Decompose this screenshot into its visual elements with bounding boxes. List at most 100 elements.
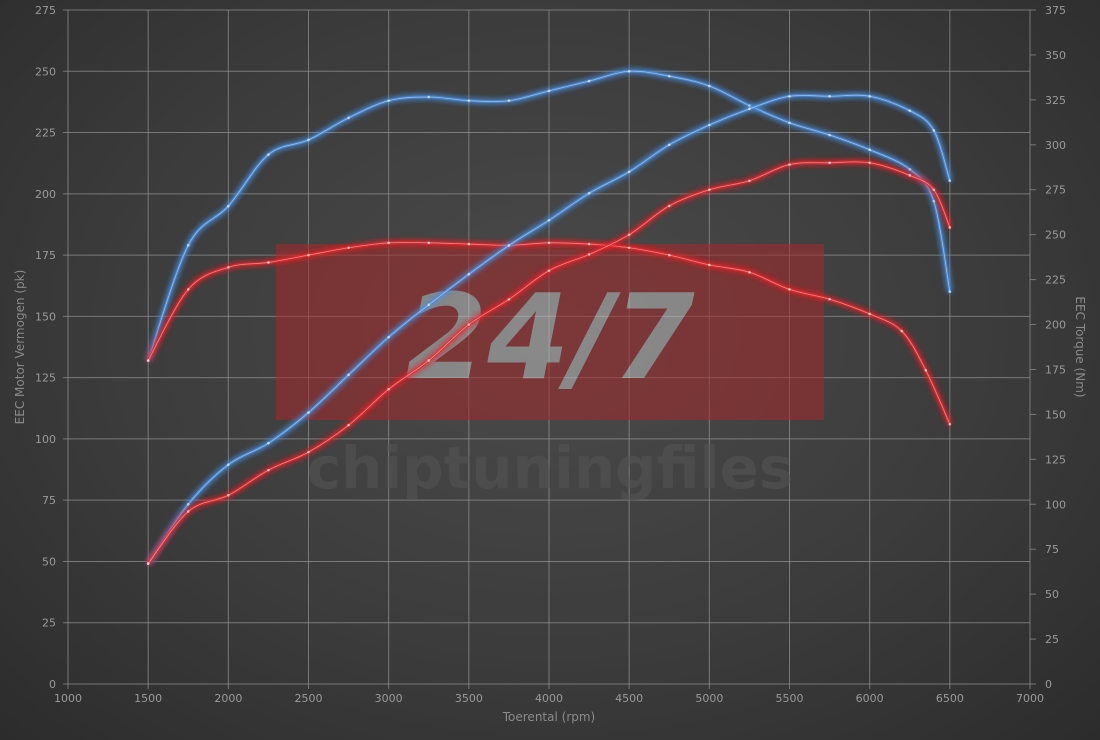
y-right-tick-label: 75	[1045, 543, 1059, 556]
data-point	[227, 266, 230, 269]
y-left-tick-label: 125	[35, 372, 56, 385]
y-right-tick-label: 150	[1045, 408, 1066, 421]
data-point	[828, 161, 831, 165]
y-left-tick-label: 150	[35, 310, 56, 323]
axis-ticks: 1000 1500 2000 2500 3000 3500 4000 4500 5000 5500…	[35, 4, 1066, 705]
y-right-tick-label: 350	[1045, 49, 1066, 62]
data-point	[186, 502, 190, 506]
data-point	[467, 272, 471, 276]
data-point	[748, 107, 751, 111]
data-point	[347, 116, 350, 120]
data-point	[587, 79, 591, 83]
y-right-tick-label: 50	[1045, 588, 1059, 601]
stock-torque-line-highlight	[147, 161, 951, 564]
y-left-tick-label: 75	[42, 494, 56, 507]
y-left-tick-label: 100	[35, 433, 56, 446]
y-right-axis-label: EEC Torque (Nm)	[1073, 296, 1087, 397]
x-tick-label: 6000	[856, 692, 884, 705]
watermark-logo-sub: chiptuningfiles	[307, 434, 794, 502]
data-point	[467, 99, 471, 102]
data-point	[667, 253, 671, 257]
data-point	[427, 359, 431, 362]
x-tick-label: 6500	[936, 692, 964, 705]
y-right-tick-label: 200	[1045, 319, 1066, 332]
data-point	[587, 192, 591, 195]
data-point	[788, 94, 791, 98]
y-left-tick-label: 225	[35, 127, 56, 140]
data-point	[387, 241, 390, 245]
x-tick-label: 4500	[615, 692, 643, 705]
stock-power-line-highlight	[147, 242, 951, 425]
data-point	[708, 123, 711, 127]
data-point	[146, 359, 150, 362]
data-point	[868, 161, 871, 165]
data-point	[507, 298, 511, 301]
data-point	[948, 422, 952, 426]
data-point	[587, 242, 591, 246]
data-point	[948, 179, 952, 183]
x-tick-label: 5000	[695, 692, 723, 705]
x-tick-label: 3000	[375, 692, 403, 705]
grid	[63, 9, 1036, 689]
data-point	[948, 290, 952, 294]
y-right-tick-label: 225	[1045, 274, 1066, 287]
data-point	[932, 199, 936, 203]
y-left-tick-label: 50	[42, 555, 56, 568]
data-point	[748, 270, 751, 274]
watermark-box	[276, 244, 824, 420]
data-point	[547, 241, 551, 245]
data-point	[708, 84, 711, 88]
data-point	[267, 261, 270, 264]
y-right-tick-label: 250	[1045, 229, 1066, 242]
y-left-tick-label: 250	[35, 65, 56, 78]
data-point	[347, 373, 350, 377]
data-point	[186, 288, 190, 291]
data-point	[924, 368, 928, 372]
data-point	[427, 303, 431, 307]
y-left-tick-label: 275	[35, 4, 56, 17]
data-point	[627, 170, 631, 174]
data-point	[227, 493, 230, 497]
y-right-tick-label: 0	[1045, 678, 1052, 691]
data-point	[467, 242, 471, 246]
data-point	[627, 246, 631, 250]
x-tick-label: 3500	[455, 692, 483, 705]
y-right-tick-label: 25	[1045, 633, 1059, 646]
data-point	[267, 441, 270, 445]
data-point	[507, 244, 511, 247]
data-point	[868, 312, 871, 316]
data-point	[347, 246, 350, 250]
y-right-tick-label: 375	[1045, 4, 1066, 17]
x-tick-label: 1000	[54, 692, 82, 705]
x-tick-label: 5500	[776, 692, 804, 705]
data-point	[708, 263, 711, 267]
data-point	[748, 179, 751, 183]
watermark: 24/7 chiptuningfiles	[276, 244, 824, 502]
data-point	[667, 74, 671, 78]
y-left-axis-label: EEC Motor Vermogen (pk)	[13, 270, 27, 425]
data-point	[427, 241, 431, 245]
data-point	[547, 218, 551, 222]
data-point	[908, 109, 912, 112]
data-point	[307, 253, 310, 257]
y-right-tick-label: 275	[1045, 184, 1066, 197]
x-tick-label: 2500	[295, 692, 323, 705]
data-point	[788, 288, 791, 291]
data-point	[932, 129, 936, 132]
data-point	[347, 423, 350, 427]
y-right-tick-label: 125	[1045, 453, 1066, 466]
data-point	[307, 450, 310, 454]
y-left-tick-label: 0	[49, 678, 56, 691]
data-point	[900, 329, 904, 333]
x-tick-label: 7000	[1016, 692, 1044, 705]
data-point	[828, 133, 831, 137]
data-point	[868, 148, 871, 152]
data-point	[828, 297, 831, 301]
data-point	[547, 89, 551, 93]
data-point	[667, 143, 671, 147]
data-point	[667, 204, 671, 208]
data-point	[227, 463, 230, 467]
data-point	[547, 269, 551, 272]
x-tick-label: 2000	[214, 692, 242, 705]
